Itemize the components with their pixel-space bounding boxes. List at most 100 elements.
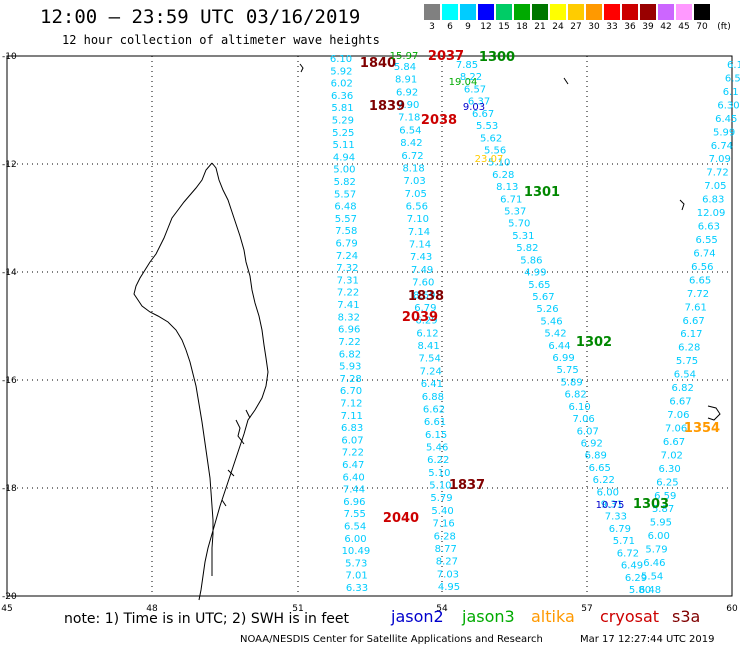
swh-label: 8.91 [395,75,417,86]
swh-label: 6.99 [552,353,574,364]
swh-label: 5.46 [540,316,562,327]
swh-label: 6.56 [691,262,713,273]
swh-label: 7.10 [407,214,429,225]
swh-label: 6.70 [340,386,362,397]
swh-label: 8.18 [402,163,424,174]
swh-label: 6.28 [678,343,700,354]
swh-label: 7.22 [338,337,360,348]
swh-label: 5.10 [428,468,450,479]
swh-label: 10.49 [342,546,371,557]
swh-label: 6.48 [639,585,661,596]
swh-label: 5.37 [504,207,526,218]
scale-label: 6 [447,22,453,32]
track-annotation: 1303 [633,497,669,512]
lat-lon-grid [6,55,733,597]
track-annotation: 1354 [684,421,720,436]
scale-swatch [694,4,710,20]
lat-label: -12 [2,160,17,170]
swh-label: 6.79 [609,524,631,535]
swh-label: 7.09 [709,154,731,165]
track-annotation: 1301 [524,185,560,200]
swh-label: 5.87 [652,504,674,515]
swh-label: 6.67 [682,316,704,327]
scale-swatch [622,4,638,20]
swh-label: 5.25 [332,128,354,139]
track-annotation: 1840 [360,56,396,71]
swh-label: 6.12 [416,328,438,339]
swh-label: 5.26 [536,304,558,315]
swh-label: 6.5 [725,73,740,84]
swh-label: 5.57 [334,189,356,200]
swh-label: 7.72 [706,168,728,179]
swh-label: 6.10 [330,54,352,65]
swh-label: 6.00 [597,487,619,498]
swh-label: 5.57 [335,214,357,225]
scale-label: 18 [516,22,528,32]
swh-label: 5.79 [430,493,452,504]
swh-label: 5.92 [330,66,352,77]
swh-label: 5.67 [532,292,554,303]
swh-label: 6.29 [415,316,437,327]
swh-label: 7.49 [411,265,433,276]
swh-label: 7.06 [667,410,689,421]
swh-label: 4.99 [524,268,546,279]
swh-label: 6.57 [464,84,486,95]
legend-item-altika: altika [531,607,575,626]
swh-label: 5.00 [333,165,355,176]
swh-label: 6.00 [648,531,670,542]
swh-label: 8.41 [417,341,439,352]
swh-label: 6.83 [702,195,724,206]
lon-label: 54 [436,604,448,614]
swh-label: 7.06 [573,414,595,425]
island-2 [563,77,569,85]
swh-label: 6.96 [343,497,365,508]
swh-label: 6.82 [564,390,586,401]
swh-label: 6.89 [585,451,607,462]
swh-label: 5.40 [431,506,453,517]
coast-detail [221,409,251,507]
swh-label: 6.22 [427,455,449,466]
swh-label: 6.25 [656,477,678,488]
timestamp: Mar 17 12:27:44 UTC 2019 [580,634,715,645]
legend-item-jason2: jason2 [391,607,444,626]
scale-label: 24 [552,22,564,32]
swh-label: 6.71 [500,194,522,205]
swh-label: 7.14 [409,240,431,251]
track-annotation: 10.75 [596,500,625,511]
swh-label: 6.46 [643,558,665,569]
swh-label: 6.72 [401,151,423,162]
swh-label: 5.82 [334,177,356,188]
swh-label: 6.88 [422,392,444,403]
swh-label: 6.22 [593,475,615,486]
swh-label: 6.07 [577,426,599,437]
scale-label: 12 [480,22,492,32]
track-annotation: 1300 [479,50,515,65]
legend-item-jason3: jason3 [462,607,515,626]
track-annotation: 15.97 [390,51,419,62]
swh-label: 6.41 [421,379,443,390]
legend-item-s3a: s3a [672,607,701,626]
swh-label: 5.79 [645,545,667,556]
scale-swatch [640,4,656,20]
swh-label: 6.10 [569,402,591,413]
swh-label: 7.02 [661,450,683,461]
swh-label: 6.17 [680,329,702,340]
axis-labels: 45 48 51 54 57 60 -10 -12 -14 -16 -18 -20 [1,52,738,614]
swh-label: 6.67 [669,397,691,408]
swh-label: 6.30 [658,464,680,475]
swh-label: 6.55 [696,235,718,246]
swh-label: 6.29 [625,573,647,584]
lat-label: -10 [2,52,17,62]
swh-label: 7.58 [335,226,357,237]
swh-label: 5.71 [613,536,635,547]
swh-label: 5.10 [488,158,510,169]
map-title: 12:00 – 23:59 UTC 03/16/2019 [40,6,361,28]
swh-label: 8.59 [413,290,435,301]
swh-label: 7.06 [665,423,687,434]
footer-note: note: 1) Time is in UTC; 2) SWH is in fe… [64,611,350,627]
swh-label: 6.92 [396,87,418,98]
scale-swatch [442,4,458,20]
swh-label: 9.31 [601,500,623,511]
track-annotation: 1839 [369,99,405,114]
